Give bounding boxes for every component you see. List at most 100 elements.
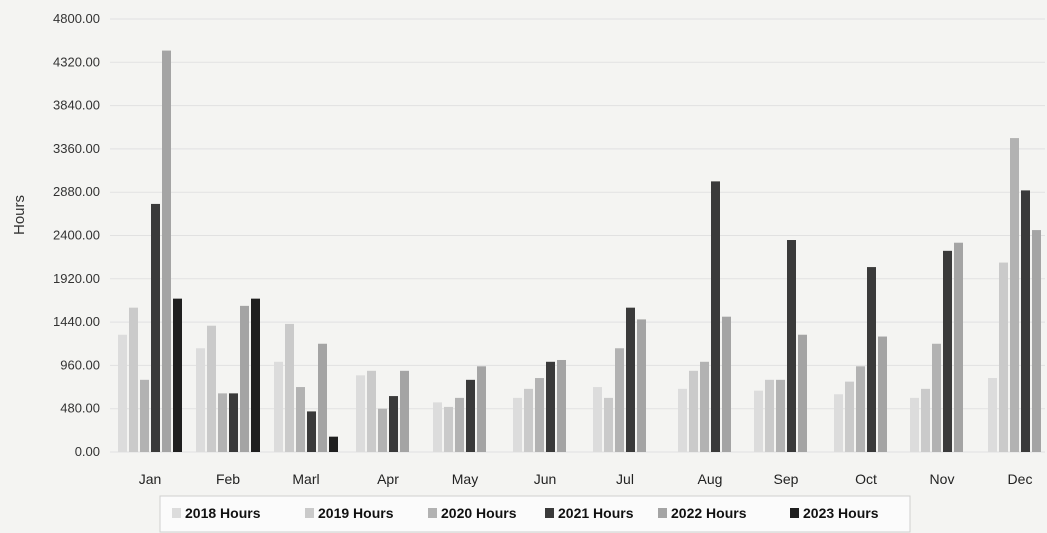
legend-box	[159, 495, 911, 533]
bar-2019-hours-dec	[999, 262, 1008, 452]
bar-2022-hours-marl	[318, 343, 327, 452]
bar-2022-hours-nov	[954, 242, 963, 452]
legend-entry: 2019 Hours	[318, 505, 394, 521]
x-tick-label: Jul	[616, 471, 634, 487]
bar-2019-hours-marl	[285, 323, 294, 452]
bar-2020-hours-may	[455, 397, 464, 452]
legend-entry: 2018 Hours	[185, 505, 261, 521]
y-tick-label: 2880.00	[53, 184, 100, 199]
bar-2018-hours-marl	[274, 361, 283, 452]
y-tick-label: 1920.00	[53, 271, 100, 286]
y-tick-label: 3360.00	[53, 141, 100, 156]
bar-2019-hours-apr	[367, 370, 376, 452]
bar-2021-hours-feb	[229, 393, 238, 452]
bar-2020-hours-jan	[140, 379, 149, 452]
bar-2019-hours-oct	[845, 381, 854, 452]
y-tick-label: 480.00	[60, 401, 100, 416]
bar-2018-hours-feb	[196, 348, 205, 452]
bar-2019-hours-jan	[129, 307, 138, 452]
bar-2018-hours-aug	[678, 388, 687, 452]
y-tick-label: 1440.00	[53, 314, 100, 329]
bar-2022-hours-apr	[400, 370, 409, 452]
x-tick-label: Jun	[534, 471, 557, 487]
legend-swatch	[428, 508, 437, 518]
bars	[118, 50, 1041, 453]
bar-2020-hours-dec	[1010, 138, 1019, 452]
bar-2022-hours-oct	[878, 336, 887, 452]
bar-2022-hours-sep	[798, 334, 807, 452]
bar-2019-hours-feb	[207, 325, 216, 452]
bar-2019-hours-jun	[524, 388, 533, 452]
bar-2018-hours-nov	[910, 397, 919, 452]
bar-2020-hours-jun	[535, 378, 544, 452]
bar-2020-hours-sep	[776, 379, 785, 452]
bar-2018-hours-jan	[118, 334, 127, 452]
legend-entry: 2023 Hours	[803, 505, 879, 521]
bar-2021-hours-may	[466, 379, 475, 452]
legend-swatch	[790, 508, 799, 518]
y-tick-label: 2400.00	[53, 228, 100, 243]
legend-swatch	[658, 508, 667, 518]
bar-2021-hours-apr	[389, 396, 398, 452]
bar-2020-hours-nov	[932, 343, 941, 452]
x-tick-label: Feb	[216, 471, 240, 487]
y-tick-label: 960.00	[60, 357, 100, 372]
bar-2022-hours-jan	[162, 50, 171, 453]
legend-swatch	[305, 508, 314, 518]
legend-entry: 2021 Hours	[558, 505, 634, 521]
bar-2018-hours-jul	[593, 387, 602, 452]
bar-2020-hours-oct	[856, 366, 865, 452]
y-tick-label: 3840.00	[53, 98, 100, 113]
legend: 2018 Hours 2019 Hours 2020 Hours 2021 Hours…	[159, 495, 911, 533]
y-tick-label: 0.00	[75, 444, 100, 459]
x-tick-label: Oct	[855, 471, 877, 487]
gridlines	[110, 18, 1045, 453]
bar-2018-hours-oct	[834, 394, 843, 452]
legend-swatch	[172, 508, 181, 518]
x-tick-label: Dec	[1008, 471, 1033, 487]
bar-2021-hours-marl	[307, 411, 316, 452]
bar-2022-hours-aug	[722, 316, 731, 452]
legend-entry: 2022 Hours	[671, 505, 747, 521]
bar-2021-hours-dec	[1021, 190, 1030, 453]
y-axis-ticks: 0.00 480.00 960.00 1440.00 1920.00 2400.00 288…	[53, 11, 100, 459]
bar-2021-hours-sep	[787, 240, 796, 452]
bar-2023-hours-jan	[173, 298, 182, 452]
x-tick-label: May	[452, 471, 478, 487]
bar-2023-hours-marl	[329, 436, 338, 452]
x-tick-label: Marl	[292, 471, 319, 487]
bar-2020-hours-feb	[218, 393, 227, 452]
x-tick-label: Apr	[377, 471, 399, 487]
bar-2019-hours-may	[444, 406, 453, 452]
bar-2018-hours-may	[433, 402, 442, 452]
bar-2022-hours-dec	[1032, 230, 1041, 452]
x-tick-label: Aug	[698, 471, 723, 487]
y-axis-label: Hours	[11, 195, 28, 235]
legend-entry: 2020 Hours	[441, 505, 517, 521]
bar-2022-hours-feb	[240, 305, 249, 452]
y-tick-label: 4320.00	[53, 54, 100, 69]
x-axis-ticks: Jan Feb Marl Apr May Jun Jul Aug Sep Oct Nov Dec	[139, 471, 1033, 487]
bar-2021-hours-jun	[546, 361, 555, 452]
x-tick-label: Jan	[139, 471, 162, 487]
bar-2018-hours-jun	[513, 397, 522, 452]
bar-2021-hours-nov	[943, 250, 952, 452]
bar-2020-hours-aug	[700, 361, 709, 452]
bar-2021-hours-oct	[867, 267, 876, 452]
y-tick-label: 4800.00	[53, 11, 100, 26]
bar-2019-hours-aug	[689, 370, 698, 452]
bar-2019-hours-sep	[765, 379, 774, 452]
bar-2019-hours-nov	[921, 388, 930, 452]
bar-2019-hours-jul	[604, 397, 613, 452]
bar-2020-hours-jul	[615, 348, 624, 452]
x-tick-label: Nov	[930, 471, 955, 487]
x-tick-label: Sep	[774, 471, 799, 487]
bar-2018-hours-dec	[988, 378, 997, 452]
bar-2021-hours-jul	[626, 307, 635, 452]
bar-2018-hours-sep	[754, 390, 763, 452]
bar-2022-hours-jun	[557, 359, 566, 452]
bar-2021-hours-aug	[711, 181, 720, 452]
bar-2022-hours-jul	[637, 319, 646, 452]
